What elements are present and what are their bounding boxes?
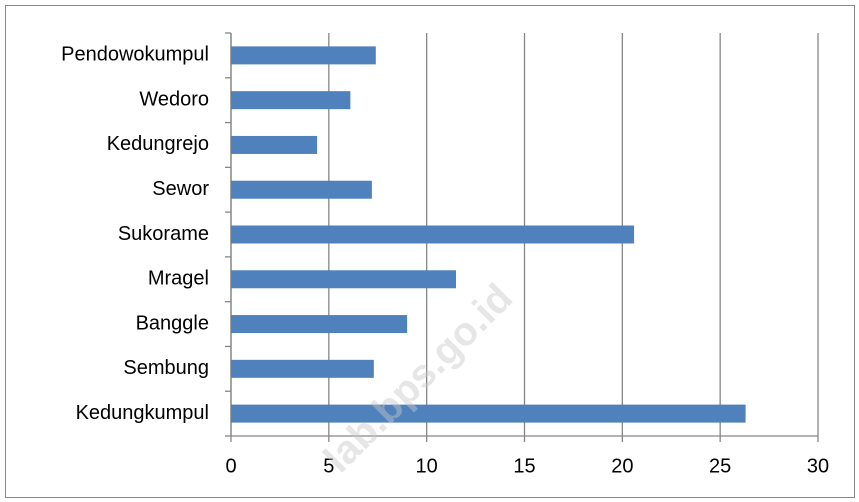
bar — [231, 404, 746, 423]
y-tick-label: Sewor — [152, 178, 209, 200]
y-tick-label: Kedungkumpul — [76, 402, 209, 424]
bar — [231, 46, 376, 65]
y-tick-label: Mragel — [148, 268, 209, 290]
x-tick-label: 5 — [323, 455, 334, 477]
bar — [231, 359, 374, 378]
bar — [231, 180, 372, 199]
x-tick-label: 15 — [513, 455, 535, 477]
x-tick-label: 25 — [709, 455, 731, 477]
bar — [231, 135, 318, 154]
bar — [231, 315, 408, 334]
x-tick-label: 0 — [225, 455, 236, 477]
x-tick-label: 10 — [416, 455, 438, 477]
y-tick-label: Sukorame — [118, 223, 209, 245]
y-tick-label: Pendowokumpul — [61, 44, 209, 66]
y-tick-label: Kedungrejo — [107, 133, 209, 155]
y-tick-label: Wedoro — [139, 88, 209, 110]
x-tick-label: 20 — [611, 455, 633, 477]
bar — [231, 91, 351, 110]
x-tick-label: 30 — [807, 455, 829, 477]
y-tick-label: Banggle — [136, 312, 209, 334]
bar — [231, 225, 635, 244]
bar — [231, 270, 457, 289]
y-tick-label: Sembung — [123, 357, 209, 379]
